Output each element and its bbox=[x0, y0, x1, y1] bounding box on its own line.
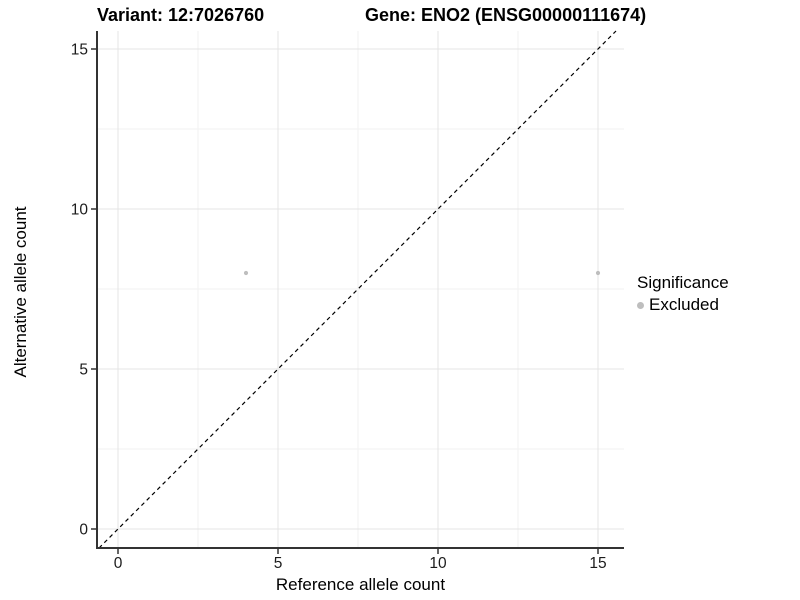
x-tick-label: 10 bbox=[429, 555, 447, 572]
y-tick-label: 10 bbox=[71, 202, 89, 219]
variant-title: Variant: 12:7026760 bbox=[97, 5, 265, 25]
legend-title: Significance bbox=[637, 273, 729, 292]
legend-item-excluded: Excluded bbox=[637, 295, 729, 315]
y-tick-label: 5 bbox=[79, 362, 88, 379]
x-tick-label: 5 bbox=[274, 555, 283, 572]
y-tick-label: 0 bbox=[79, 522, 88, 539]
excluded-point-icon bbox=[637, 301, 644, 309]
data-point bbox=[243, 270, 249, 276]
y-tick-label: 15 bbox=[71, 42, 88, 59]
x-tick-label: 15 bbox=[589, 555, 606, 572]
legend: Significance Excluded bbox=[637, 273, 729, 315]
identity-line bbox=[98, 30, 617, 549]
x-tick-label: 0 bbox=[114, 555, 123, 572]
legend-item-label: Excluded bbox=[649, 295, 719, 314]
gene-title: Gene: ENO2 (ENSG00000111674) bbox=[365, 5, 647, 25]
x-axis-title: Reference allele count bbox=[275, 575, 446, 594]
data-point bbox=[595, 270, 601, 276]
